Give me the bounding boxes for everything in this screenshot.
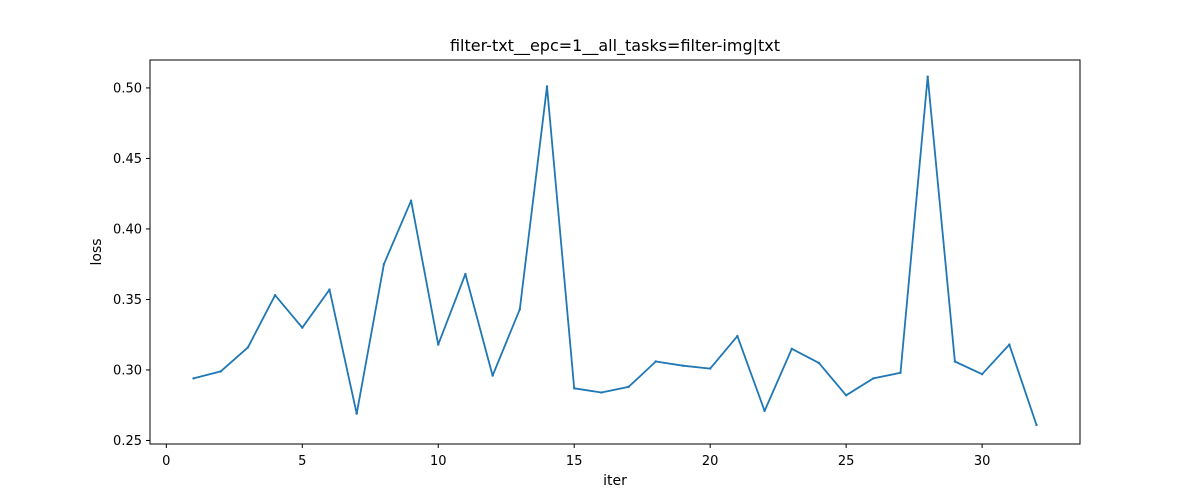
- chart-title: filter-txt__epc=1__all_tasks=filter-img|…: [450, 36, 780, 56]
- data-point: [192, 377, 195, 380]
- data-point: [491, 374, 494, 377]
- data-point: [926, 75, 929, 78]
- x-tick-label: 10: [430, 454, 447, 469]
- y-axis-label: loss: [89, 238, 105, 265]
- data-point: [654, 360, 657, 363]
- data-point: [328, 288, 331, 291]
- x-tick-label: 5: [298, 454, 306, 469]
- x-tick-label: 15: [566, 454, 583, 469]
- x-tick-label: 20: [702, 454, 719, 469]
- data-point: [681, 364, 685, 367]
- data-point: [219, 370, 222, 373]
- data-point: [545, 85, 549, 88]
- data-point: [953, 360, 957, 363]
- data-point: [382, 262, 386, 266]
- x-axis-label: iter: [603, 473, 627, 489]
- data-point: [627, 385, 630, 389]
- x-tick-label: 0: [162, 454, 170, 469]
- data-point: [1008, 343, 1011, 346]
- y-tick-label: 0.35: [113, 293, 142, 308]
- data-point: [763, 409, 766, 413]
- y-tick-label: 0.50: [113, 81, 142, 96]
- data-point: [872, 377, 875, 380]
- y-tick-label: 0.40: [113, 222, 142, 237]
- data-point: [980, 372, 984, 376]
- data-point: [464, 272, 467, 276]
- data-point: [844, 394, 848, 397]
- data-point: [246, 346, 250, 349]
- data-point: [708, 367, 712, 370]
- y-tick-label: 0.45: [113, 152, 142, 167]
- data-point: [355, 412, 358, 415]
- plot-frame: [149, 59, 1081, 445]
- y-axis-ticks: 0.25 0.30 0.35 0.40 0.45 0.50: [113, 81, 150, 449]
- data-point: [899, 371, 902, 374]
- data-point: [437, 343, 440, 346]
- data-point: [600, 391, 603, 394]
- data-point: [301, 326, 304, 329]
- data-point: [573, 387, 576, 390]
- series-layer: [192, 75, 1038, 427]
- data-point: [817, 361, 821, 365]
- data-point: [273, 294, 277, 297]
- data-point: [790, 347, 793, 351]
- data-point: [1035, 423, 1038, 427]
- x-tick-label: 25: [838, 454, 855, 469]
- x-tick-label: 30: [974, 454, 991, 469]
- data-point: [409, 199, 413, 202]
- y-tick-label: 0.30: [113, 363, 142, 378]
- data-point: [736, 334, 739, 338]
- x-axis-ticks: 0 5 10 15 20 25 30: [162, 444, 990, 469]
- data-point: [518, 308, 522, 311]
- y-tick-label: 0.25: [113, 434, 142, 449]
- series-line: [193, 75, 1038, 426]
